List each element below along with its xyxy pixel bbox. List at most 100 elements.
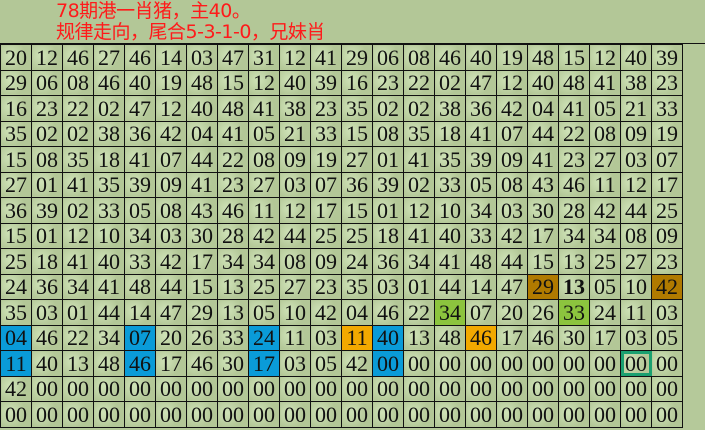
grid-cell[interactable]: 03 — [620, 146, 652, 173]
grid-cell[interactable]: 35 — [434, 146, 466, 173]
grid-cell[interactable]: 41 — [465, 120, 497, 147]
grid-cell[interactable]: 22 — [62, 324, 94, 351]
grid-cell[interactable]: 41 — [310, 44, 342, 71]
grid-cell[interactable]: 22 — [558, 120, 590, 147]
grid-cell[interactable]: 26 — [186, 324, 218, 351]
grid-cell[interactable]: 33 — [93, 197, 125, 224]
grid-cell[interactable]: 02 — [93, 95, 125, 122]
grid-cell[interactable]: 17 — [186, 248, 218, 275]
grid-cell[interactable]: 06 — [372, 44, 404, 71]
grid-cell[interactable]: 44 — [496, 248, 528, 275]
grid-cell[interactable]: 48 — [186, 69, 218, 96]
grid-cell[interactable]: 39 — [465, 146, 497, 173]
grid-cell[interactable]: 41 — [434, 248, 466, 275]
grid-cell[interactable]: 47 — [465, 69, 497, 96]
grid-cell[interactable]: 00 — [124, 401, 156, 428]
grid-cell[interactable]: 39 — [310, 69, 342, 96]
grid-cell[interactable]: 17 — [589, 324, 621, 351]
grid-cell[interactable]: 27 — [248, 171, 280, 198]
grid-cell[interactable]: 41 — [527, 146, 559, 173]
grid-cell[interactable]: 38 — [434, 95, 466, 122]
grid-cell[interactable]: 17 — [310, 197, 342, 224]
grid-cell[interactable]: 13 — [558, 248, 590, 275]
grid-cell[interactable]: 17 — [155, 350, 187, 377]
highlighted-cell[interactable]: 11 — [0, 350, 32, 377]
grid-cell[interactable]: 34 — [93, 324, 125, 351]
grid-cell[interactable]: 08 — [279, 248, 311, 275]
grid-cell[interactable]: 09 — [620, 120, 652, 147]
grid-cell[interactable]: 15 — [341, 197, 373, 224]
grid-cell[interactable]: 30 — [186, 222, 218, 249]
highlighted-cell[interactable]: 40 — [372, 324, 404, 351]
grid-cell[interactable]: 41 — [217, 120, 249, 147]
grid-cell[interactable]: 40 — [31, 350, 63, 377]
grid-cell[interactable]: 08 — [589, 120, 621, 147]
grid-cell[interactable]: 23 — [217, 171, 249, 198]
grid-cell[interactable]: 17 — [651, 171, 683, 198]
grid-cell[interactable]: 22 — [217, 146, 249, 173]
grid-cell[interactable]: 18 — [93, 146, 125, 173]
grid-cell[interactable]: 46 — [62, 44, 94, 71]
grid-cell[interactable]: 00 — [248, 375, 280, 402]
grid-cell[interactable]: 46 — [558, 171, 590, 198]
grid-cell[interactable]: 26 — [527, 299, 559, 326]
grid-cell[interactable]: 02 — [62, 197, 94, 224]
grid-cell[interactable]: 00 — [434, 375, 466, 402]
grid-cell[interactable]: 08 — [155, 197, 187, 224]
grid-cell[interactable]: 19 — [155, 69, 187, 96]
grid-cell[interactable]: 41 — [62, 171, 94, 198]
grid-cell[interactable]: 22 — [62, 95, 94, 122]
grid-cell[interactable]: 05 — [310, 350, 342, 377]
grid-cell[interactable]: 23 — [651, 69, 683, 96]
grid-cell[interactable]: 35 — [403, 120, 435, 147]
grid-cell[interactable]: 47 — [496, 273, 528, 300]
grid-cell[interactable]: 25 — [341, 222, 373, 249]
grid-cell[interactable]: 10 — [93, 222, 125, 249]
grid-cell[interactable]: 15 — [0, 146, 32, 173]
grid-cell[interactable]: 43 — [527, 171, 559, 198]
highlighted-cell[interactable]: 46 — [124, 350, 156, 377]
grid-cell[interactable]: 09 — [310, 248, 342, 275]
grid-cell[interactable]: 00 — [589, 401, 621, 428]
grid-cell[interactable]: 00 — [527, 401, 559, 428]
grid-cell[interactable]: 27 — [0, 171, 32, 198]
grid-cell[interactable]: 41 — [589, 69, 621, 96]
grid-cell[interactable]: 04 — [527, 95, 559, 122]
grid-cell[interactable]: 46 — [186, 350, 218, 377]
grid-cell[interactable]: 20 — [0, 44, 32, 71]
grid-cell[interactable]: 42 — [310, 299, 342, 326]
grid-cell[interactable]: 40 — [527, 69, 559, 96]
grid-cell[interactable]: 09 — [279, 146, 311, 173]
grid-cell[interactable]: 12 — [496, 69, 528, 96]
grid-cell[interactable]: 05 — [589, 95, 621, 122]
grid-cell[interactable]: 07 — [651, 146, 683, 173]
grid-cell[interactable]: 38 — [620, 69, 652, 96]
grid-cell[interactable]: 18 — [372, 222, 404, 249]
grid-cell[interactable]: 34 — [217, 248, 249, 275]
grid-cell[interactable]: 35 — [62, 146, 94, 173]
grid-cell[interactable]: 48 — [93, 350, 125, 377]
grid-cell[interactable]: 35 — [93, 171, 125, 198]
grid-cell[interactable]: 00 — [434, 401, 466, 428]
grid-cell[interactable]: 00 — [589, 375, 621, 402]
grid-cell[interactable]: 40 — [186, 95, 218, 122]
grid-cell[interactable]: 01 — [31, 171, 63, 198]
grid-cell[interactable]: 05 — [124, 197, 156, 224]
grid-cell[interactable]: 00 — [217, 401, 249, 428]
grid-cell[interactable]: 05 — [248, 299, 280, 326]
grid-cell[interactable]: 44 — [620, 197, 652, 224]
grid-cell[interactable]: 33 — [124, 248, 156, 275]
grid-cell[interactable]: 00 — [186, 375, 218, 402]
grid-cell[interactable]: 44 — [155, 273, 187, 300]
grid-cell[interactable]: 48 — [124, 273, 156, 300]
grid-cell[interactable]: 02 — [31, 120, 63, 147]
grid-cell[interactable]: 40 — [620, 44, 652, 71]
grid-cell[interactable]: 20 — [155, 324, 187, 351]
grid-cell[interactable]: 15 — [217, 69, 249, 96]
grid-cell[interactable]: 19 — [310, 146, 342, 173]
highlighted-cell[interactable]: 24 — [248, 324, 280, 351]
grid-cell[interactable]: 40 — [93, 248, 125, 275]
grid-cell[interactable]: 34 — [403, 248, 435, 275]
grid-cell[interactable]: 25 — [589, 248, 621, 275]
grid-cell[interactable]: 23 — [558, 146, 590, 173]
